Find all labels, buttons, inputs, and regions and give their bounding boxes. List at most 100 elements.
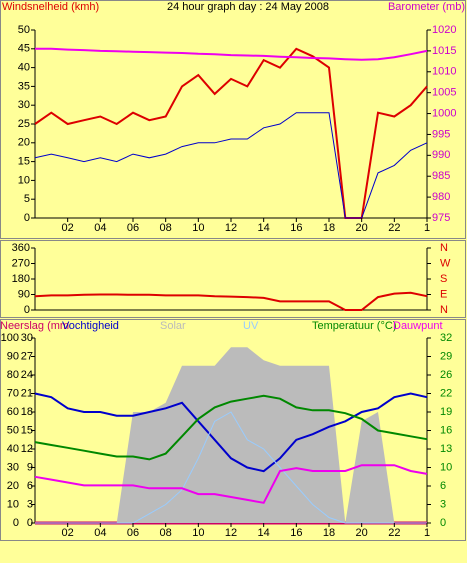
y-tick-label: 50 xyxy=(18,24,30,36)
y2-tick-label: 10 xyxy=(440,461,452,473)
x-tick-label: 20 xyxy=(356,527,368,539)
y2-tick-label: N xyxy=(440,242,448,254)
y2-tick-label: 29 xyxy=(440,350,452,362)
y2-tick-label: 990 xyxy=(432,149,450,161)
line xyxy=(34,464,428,504)
y-tick-label: 90 xyxy=(7,350,19,362)
x-tick-label: 08 xyxy=(160,222,172,234)
y2-tick-label: 16 xyxy=(440,424,452,436)
x-tick-label: 18 xyxy=(323,527,335,539)
x-tick-label: 1 xyxy=(424,527,430,539)
y-tick-label: 40 xyxy=(18,62,30,74)
line xyxy=(34,291,428,311)
y-tick-label: 80 xyxy=(7,369,19,381)
y-tick-label: 0 xyxy=(24,212,30,224)
legend-label: Neerslag (mm xyxy=(0,320,69,332)
line xyxy=(35,47,428,61)
y2-tick-label: 22 xyxy=(440,387,452,399)
y-tick-label: 35 xyxy=(18,80,30,92)
x-tick-label: 08 xyxy=(160,527,172,539)
y2-tick-label: 32 xyxy=(440,332,452,344)
line xyxy=(34,392,428,473)
panel-frame xyxy=(0,240,466,318)
y-tick-label: 20 xyxy=(7,480,19,492)
y2-tick-label: 975 xyxy=(432,212,450,224)
y2-tick-label: 1005 xyxy=(432,87,456,99)
y2-tick-label: N xyxy=(440,304,448,316)
y-tick-label: 90 xyxy=(18,288,30,300)
y-tick-label: 70 xyxy=(7,387,19,399)
y3-tick-label: 3 xyxy=(27,498,33,510)
panel-frame xyxy=(0,319,466,541)
y2-tick-label: 1020 xyxy=(432,24,456,36)
y3-tick-label: 21 xyxy=(21,387,33,399)
legend-label: Solar xyxy=(160,320,186,332)
x-tick-label: 14 xyxy=(258,222,270,234)
y3-tick-label: 27 xyxy=(21,350,33,362)
legend-label: Temperatuur (°C) xyxy=(312,320,396,332)
y-tick-label: 180 xyxy=(12,273,30,285)
y2-tick-label: 0 xyxy=(440,517,446,529)
line xyxy=(34,394,428,461)
x-tick-label: 1 xyxy=(424,222,430,234)
y-tick-label: 30 xyxy=(18,99,30,111)
y2-tick-label: 13 xyxy=(440,443,452,455)
x-tick-label: 16 xyxy=(290,222,302,234)
y2-tick-label: 3 xyxy=(440,498,446,510)
x-tick-label: 12 xyxy=(225,527,237,539)
y-tick-label: 10 xyxy=(7,498,19,510)
x-tick-label: 20 xyxy=(356,222,368,234)
y-tick-label: 20 xyxy=(18,137,30,149)
area xyxy=(35,347,427,523)
y3-tick-label: 9 xyxy=(27,461,33,473)
y3-tick-label: 24 xyxy=(21,369,33,381)
y-axis-label: Windsnelheid (kmh) xyxy=(2,1,99,13)
y-tick-label: 0 xyxy=(13,517,19,529)
y2-tick-label: 985 xyxy=(432,170,450,182)
y-tick-label: 100 xyxy=(1,332,19,344)
y2-tick-label: 1000 xyxy=(432,107,456,119)
x-tick-label: 02 xyxy=(62,222,74,234)
y3-tick-label: 30 xyxy=(21,332,33,344)
y-tick-label: 25 xyxy=(18,118,30,130)
x-tick-label: 10 xyxy=(192,527,204,539)
y2-tick-label: 1010 xyxy=(432,66,456,78)
x-tick-label: 06 xyxy=(127,222,139,234)
x-tick-label: 22 xyxy=(388,527,400,539)
panel-frame xyxy=(0,0,466,239)
y-tick-label: 360 xyxy=(12,242,30,254)
x-tick-label: 18 xyxy=(323,222,335,234)
x-tick-label: 12 xyxy=(225,222,237,234)
y-tick-label: 15 xyxy=(18,156,30,168)
legend-label: Dauwpunt xyxy=(393,320,443,332)
y2-tick-label: E xyxy=(440,288,447,300)
y-tick-label: 270 xyxy=(12,257,30,269)
y-tick-label: 5 xyxy=(24,193,30,205)
y3-tick-label: 15 xyxy=(21,424,33,436)
y3-tick-label: 6 xyxy=(27,480,33,492)
y2-axis-label: Barometer (mb) xyxy=(388,1,465,13)
x-tick-label: 04 xyxy=(94,222,106,234)
x-tick-label: 04 xyxy=(94,527,106,539)
y3-tick-label: 12 xyxy=(21,443,33,455)
y-tick-label: 10 xyxy=(18,174,30,186)
y2-tick-label: 19 xyxy=(440,406,452,418)
y3-tick-label: 18 xyxy=(21,406,33,418)
y-tick-label: 50 xyxy=(7,424,19,436)
y2-tick-label: S xyxy=(440,273,447,285)
y2-tick-label: 980 xyxy=(432,191,450,203)
y-tick-label: 60 xyxy=(7,406,19,418)
y2-tick-label: W xyxy=(440,257,451,269)
y3-tick-label: 0 xyxy=(27,517,33,529)
x-tick-label: 06 xyxy=(127,527,139,539)
legend-label: Vochtigheid xyxy=(62,320,119,332)
y-tick-label: 0 xyxy=(24,304,30,316)
x-tick-label: 02 xyxy=(62,527,74,539)
y-tick-label: 30 xyxy=(7,461,19,473)
x-tick-label: 14 xyxy=(258,527,270,539)
x-tick-label: 16 xyxy=(290,527,302,539)
y2-tick-label: 995 xyxy=(432,128,450,140)
x-tick-label: 10 xyxy=(192,222,204,234)
chart-title: 24 hour graph day : 24 May 2008 xyxy=(167,1,329,13)
